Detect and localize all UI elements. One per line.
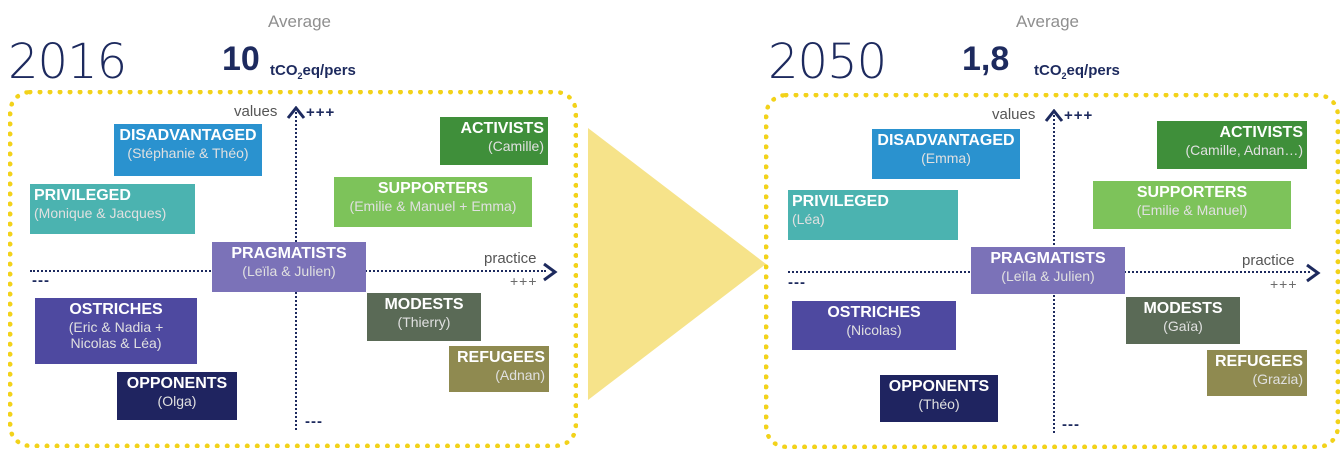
group-members: (Eric & Nadia + Nicolas & Léa) [68, 319, 164, 352]
group-supporters: SUPPORTERS (Emilie & Manuel) [1093, 181, 1291, 229]
group-title: REFUGEES [456, 349, 545, 366]
group-title: PRAGMATISTS [990, 250, 1106, 267]
group-title: REFUGEES [1214, 353, 1303, 370]
group-title: PRIVILEGED [792, 193, 889, 210]
group-members: (Nicolas) [846, 322, 902, 339]
values-label: values [992, 106, 1036, 123]
group-opponents: OPPONENTS (Théo) [880, 375, 998, 422]
group-members: (Grazia) [1252, 371, 1303, 388]
group-title: DISADVANTAGED [119, 127, 257, 144]
group-title: OPPONENTS [126, 375, 228, 392]
dotted-frame [8, 90, 578, 448]
group-ostriches: OSTRICHES (Eric & Nadia + Nicolas & Léa) [35, 298, 197, 364]
average-value: 10 [222, 40, 260, 78]
practice-label: practice [1242, 252, 1295, 269]
group-supporters: SUPPORTERS (Emilie & Manuel + Emma) [334, 177, 532, 227]
values-plus: +++ [306, 104, 336, 121]
group-pragmatists: PRAGMATISTS (Leïla & Julien) [212, 242, 366, 292]
group-members: (Gaïa) [1163, 318, 1203, 335]
values-arrow-icon [286, 105, 306, 125]
average-unit: tCO2eq/pers [270, 62, 356, 81]
group-title: DISADVANTAGED [877, 132, 1015, 149]
group-title: ACTIVISTS [1219, 124, 1303, 141]
group-members: (Leïla & Julien) [242, 263, 336, 280]
group-members: (Olga) [157, 393, 197, 410]
group-disadvantaged: DISADVANTAGED (Emma) [872, 129, 1020, 179]
group-title: MODESTS [384, 296, 464, 313]
group-activists: ACTIVISTS (Camille) [440, 117, 548, 165]
group-members: (Léa) [792, 211, 825, 228]
group-title: MODESTS [1143, 300, 1223, 317]
group-members: (Monique & Jacques) [34, 205, 167, 222]
average-label: Average [268, 12, 332, 31]
average-value: 1,8 [962, 40, 1010, 78]
average-label: Average [1016, 12, 1080, 31]
group-title: PRIVILEGED [34, 187, 131, 204]
group-members: (Camille, Adnan…) [1185, 142, 1304, 159]
group-members: (Stéphanie & Théo) [127, 145, 249, 162]
transition-arrow-icon [588, 128, 766, 405]
practice-plus: +++ [1270, 276, 1298, 292]
year-title: 2050 [768, 34, 887, 90]
group-title: ACTIVISTS [460, 120, 544, 137]
group-privileged: PRIVILEGED (Monique & Jacques) [30, 184, 195, 234]
year-title: 2016 [8, 34, 127, 90]
dotted-frame [764, 93, 1340, 449]
values-plus: +++ [1064, 107, 1094, 124]
group-title: OSTRICHES [827, 304, 921, 321]
group-members: (Emilie & Manuel) [1136, 202, 1248, 219]
practice-arrow-icon [1305, 263, 1321, 288]
values-label: values [234, 103, 278, 120]
values-arrow-icon [1044, 108, 1064, 128]
group-privileged: PRIVILEGED (Léa) [788, 190, 958, 240]
practice-plus: +++ [510, 273, 538, 289]
practice-arrow-icon [542, 262, 558, 287]
group-title: SUPPORTERS [1136, 184, 1248, 201]
group-members: (Emma) [921, 150, 971, 167]
group-refugees: REFUGEES (Grazia) [1207, 350, 1307, 396]
group-title: OSTRICHES [69, 301, 163, 318]
group-members: (Thierry) [397, 314, 451, 331]
group-refugees: REFUGEES (Adnan) [449, 346, 549, 392]
practice-label: practice [484, 250, 537, 267]
values-minus: --- [1062, 416, 1080, 433]
group-members: (Théo) [918, 396, 960, 413]
group-disadvantaged: DISADVANTAGED (Stéphanie & Théo) [114, 124, 262, 176]
group-members: (Camille) [488, 138, 544, 155]
group-title: OPPONENTS [888, 378, 990, 395]
values-minus: --- [305, 413, 323, 430]
group-opponents: OPPONENTS (Olga) [117, 372, 237, 420]
group-pragmatists: PRAGMATISTS (Leïla & Julien) [971, 247, 1125, 294]
group-modests: MODESTS (Gaïa) [1126, 297, 1240, 344]
practice-minus: --- [788, 274, 806, 291]
practice-minus: --- [32, 272, 50, 289]
group-members: (Adnan) [495, 367, 545, 384]
group-members: (Leïla & Julien) [1001, 268, 1095, 285]
group-activists: ACTIVISTS (Camille, Adnan…) [1157, 121, 1307, 169]
group-title: SUPPORTERS [377, 180, 489, 197]
group-ostriches: OSTRICHES (Nicolas) [792, 301, 956, 350]
panel-2050: 2050 Average 1,8 tCO2eq/pers values +++ … [760, 0, 1340, 471]
group-members: (Emilie & Manuel + Emma) [349, 198, 517, 215]
average-unit: tCO2eq/pers [1034, 62, 1120, 81]
panel-2016: 2016 Average 10 tCO2eq/pers values +++ -… [0, 0, 580, 471]
group-title: PRAGMATISTS [231, 245, 347, 262]
group-modests: MODESTS (Thierry) [367, 293, 481, 341]
